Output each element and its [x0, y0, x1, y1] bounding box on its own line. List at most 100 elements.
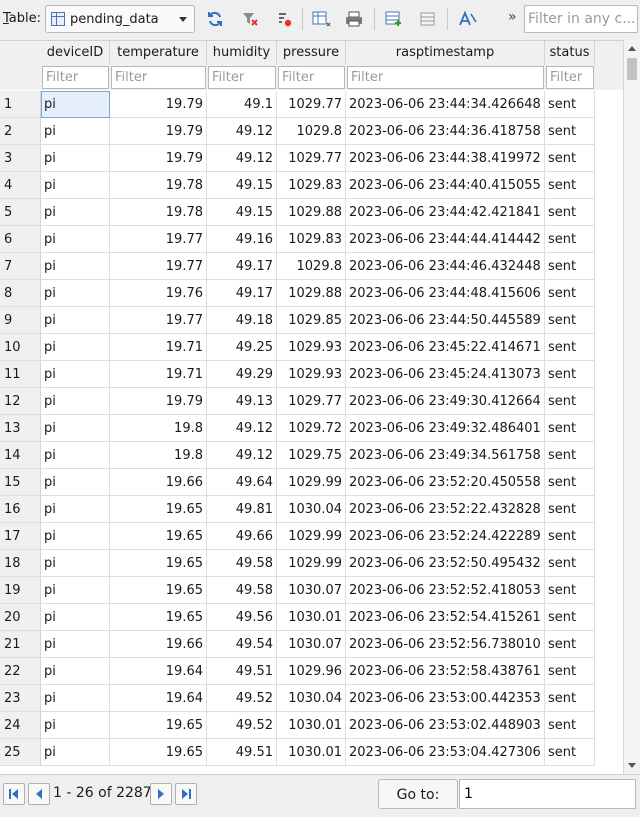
- cell-temperature[interactable]: 19.77: [110, 226, 207, 253]
- cell-pressure[interactable]: 1029.8: [277, 253, 346, 280]
- cell-temperature[interactable]: 19.79: [110, 388, 207, 415]
- cell-deviceid[interactable]: pi: [41, 199, 110, 226]
- cell-deviceid[interactable]: pi: [41, 172, 110, 199]
- table-row[interactable]: 22 pi 19.64 49.51 1029.96 2023-06-06 23:52:58…: [0, 658, 623, 685]
- cell-pressure[interactable]: 1029.93: [277, 361, 346, 388]
- cell-pressure[interactable]: 1030.07: [277, 577, 346, 604]
- cell-humidity[interactable]: 49.52: [207, 712, 277, 739]
- table-row[interactable]: 20 pi 19.65 49.56 1030.01 2023-06-06 23:52:54…: [0, 604, 623, 631]
- cell-status[interactable]: sent: [545, 280, 595, 307]
- cell-rasptimestamp[interactable]: 2023-06-06 23:52:54.415261: [346, 604, 545, 631]
- insert-record-button[interactable]: [385, 9, 405, 29]
- table-row[interactable]: 10 pi 19.71 49.25 1029.93 2023-06-06 23:45:22…: [0, 334, 623, 361]
- cell-deviceid[interactable]: pi: [41, 415, 110, 442]
- cell-rasptimestamp[interactable]: 2023-06-06 23:52:50.495432: [346, 550, 545, 577]
- table-row[interactable]: 11 pi 19.71 49.29 1029.93 2023-06-06 23:45:24…: [0, 361, 623, 388]
- cell-rasptimestamp[interactable]: 2023-06-06 23:52:56.738010: [346, 631, 545, 658]
- cell-status[interactable]: sent: [545, 631, 595, 658]
- cell-deviceid[interactable]: pi: [41, 118, 110, 145]
- cell-rasptimestamp[interactable]: 2023-06-06 23:44:38.419972: [346, 145, 545, 172]
- cell-temperature[interactable]: 19.77: [110, 253, 207, 280]
- cell-rasptimestamp[interactable]: 2023-06-06 23:44:50.445589: [346, 307, 545, 334]
- cell-pressure[interactable]: 1030.07: [277, 631, 346, 658]
- cell-temperature[interactable]: 19.79: [110, 145, 207, 172]
- cell-status[interactable]: sent: [545, 523, 595, 550]
- cell-humidity[interactable]: 49.12: [207, 118, 277, 145]
- cell-humidity[interactable]: 49.29: [207, 361, 277, 388]
- row-number[interactable]: 19: [0, 577, 41, 604]
- cell-humidity[interactable]: 49.56: [207, 604, 277, 631]
- column-header-humidity[interactable]: humidity: [207, 41, 277, 65]
- row-number[interactable]: 9: [0, 307, 41, 334]
- row-number[interactable]: 21: [0, 631, 41, 658]
- cell-temperature[interactable]: 19.78: [110, 172, 207, 199]
- cell-status[interactable]: sent: [545, 550, 595, 577]
- cell-rasptimestamp[interactable]: 2023-06-06 23:52:58.438761: [346, 658, 545, 685]
- find-replace-button[interactable]: [458, 9, 478, 29]
- table-row[interactable]: 4 pi 19.78 49.15 1029.83 2023-06-06 23:44:40.…: [0, 172, 623, 199]
- cell-rasptimestamp[interactable]: 2023-06-06 23:52:24.422289: [346, 523, 545, 550]
- column-header-pressure[interactable]: pressure: [277, 41, 346, 65]
- row-number[interactable]: 13: [0, 415, 41, 442]
- cell-status[interactable]: sent: [545, 712, 595, 739]
- scroll-down-arrow-icon[interactable]: [628, 763, 636, 768]
- cell-humidity[interactable]: 49.13: [207, 388, 277, 415]
- row-number[interactable]: 10: [0, 334, 41, 361]
- filter-input-deviceid[interactable]: [42, 66, 109, 89]
- cell-status[interactable]: sent: [545, 361, 595, 388]
- cell-deviceid[interactable]: pi: [41, 280, 110, 307]
- cell-pressure[interactable]: 1030.04: [277, 496, 346, 523]
- cell-status[interactable]: sent: [545, 334, 595, 361]
- table-select[interactable]: pending_data: [45, 5, 195, 33]
- cell-status[interactable]: sent: [545, 91, 595, 118]
- cell-status[interactable]: sent: [545, 658, 595, 685]
- cell-status[interactable]: sent: [545, 442, 595, 469]
- row-number[interactable]: 7: [0, 253, 41, 280]
- row-number[interactable]: 17: [0, 523, 41, 550]
- cell-status[interactable]: sent: [545, 469, 595, 496]
- cell-temperature[interactable]: 19.71: [110, 334, 207, 361]
- cell-temperature[interactable]: 19.8: [110, 415, 207, 442]
- cell-humidity[interactable]: 49.12: [207, 415, 277, 442]
- cell-deviceid[interactable]: pi: [41, 226, 110, 253]
- cell-rasptimestamp[interactable]: 2023-06-06 23:52:52.418053: [346, 577, 545, 604]
- cell-temperature[interactable]: 19.66: [110, 631, 207, 658]
- cell-humidity[interactable]: 49.52: [207, 685, 277, 712]
- cell-pressure[interactable]: 1029.85: [277, 307, 346, 334]
- cell-rasptimestamp[interactable]: 2023-06-06 23:44:46.432448: [346, 253, 545, 280]
- cell-rasptimestamp[interactable]: 2023-06-06 23:44:44.414442: [346, 226, 545, 253]
- cell-deviceid[interactable]: pi: [41, 604, 110, 631]
- goto-button[interactable]: Go to:: [378, 779, 458, 809]
- cell-deviceid[interactable]: pi: [41, 739, 110, 766]
- cell-status[interactable]: sent: [545, 199, 595, 226]
- column-header-status[interactable]: status: [545, 41, 595, 65]
- cell-pressure[interactable]: 1029.93: [277, 334, 346, 361]
- cell-status[interactable]: sent: [545, 739, 595, 766]
- cell-deviceid[interactable]: pi: [41, 631, 110, 658]
- cell-pressure[interactable]: 1029.83: [277, 172, 346, 199]
- cell-status[interactable]: sent: [545, 577, 595, 604]
- cell-rasptimestamp[interactable]: 2023-06-06 23:44:42.421841: [346, 199, 545, 226]
- cell-deviceid[interactable]: pi: [41, 334, 110, 361]
- filter-any-column-input[interactable]: [524, 5, 638, 33]
- row-number[interactable]: 18: [0, 550, 41, 577]
- cell-status[interactable]: sent: [545, 415, 595, 442]
- cell-rasptimestamp[interactable]: 2023-06-06 23:49:34.561758: [346, 442, 545, 469]
- row-number[interactable]: 23: [0, 685, 41, 712]
- row-number[interactable]: 2: [0, 118, 41, 145]
- cell-temperature[interactable]: 19.65: [110, 550, 207, 577]
- cell-humidity[interactable]: 49.25: [207, 334, 277, 361]
- table-row[interactable]: 16 pi 19.65 49.81 1030.04 2023-06-06 23:52:22…: [0, 496, 623, 523]
- cell-humidity[interactable]: 49.64: [207, 469, 277, 496]
- cell-rasptimestamp[interactable]: 2023-06-06 23:49:30.412664: [346, 388, 545, 415]
- cell-temperature[interactable]: 19.76: [110, 280, 207, 307]
- cell-status[interactable]: sent: [545, 145, 595, 172]
- cell-deviceid[interactable]: pi: [41, 361, 110, 388]
- table-row[interactable]: 12 pi 19.79 49.13 1029.77 2023-06-06 23:49:30…: [0, 388, 623, 415]
- cell-humidity[interactable]: 49.66: [207, 523, 277, 550]
- cell-rasptimestamp[interactable]: 2023-06-06 23:44:36.418758: [346, 118, 545, 145]
- table-row[interactable]: 13 pi 19.8 49.12 1029.72 2023-06-06 23:49:32.…: [0, 415, 623, 442]
- cell-humidity[interactable]: 49.12: [207, 145, 277, 172]
- cell-pressure[interactable]: 1029.75: [277, 442, 346, 469]
- cell-pressure[interactable]: 1029.77: [277, 91, 346, 118]
